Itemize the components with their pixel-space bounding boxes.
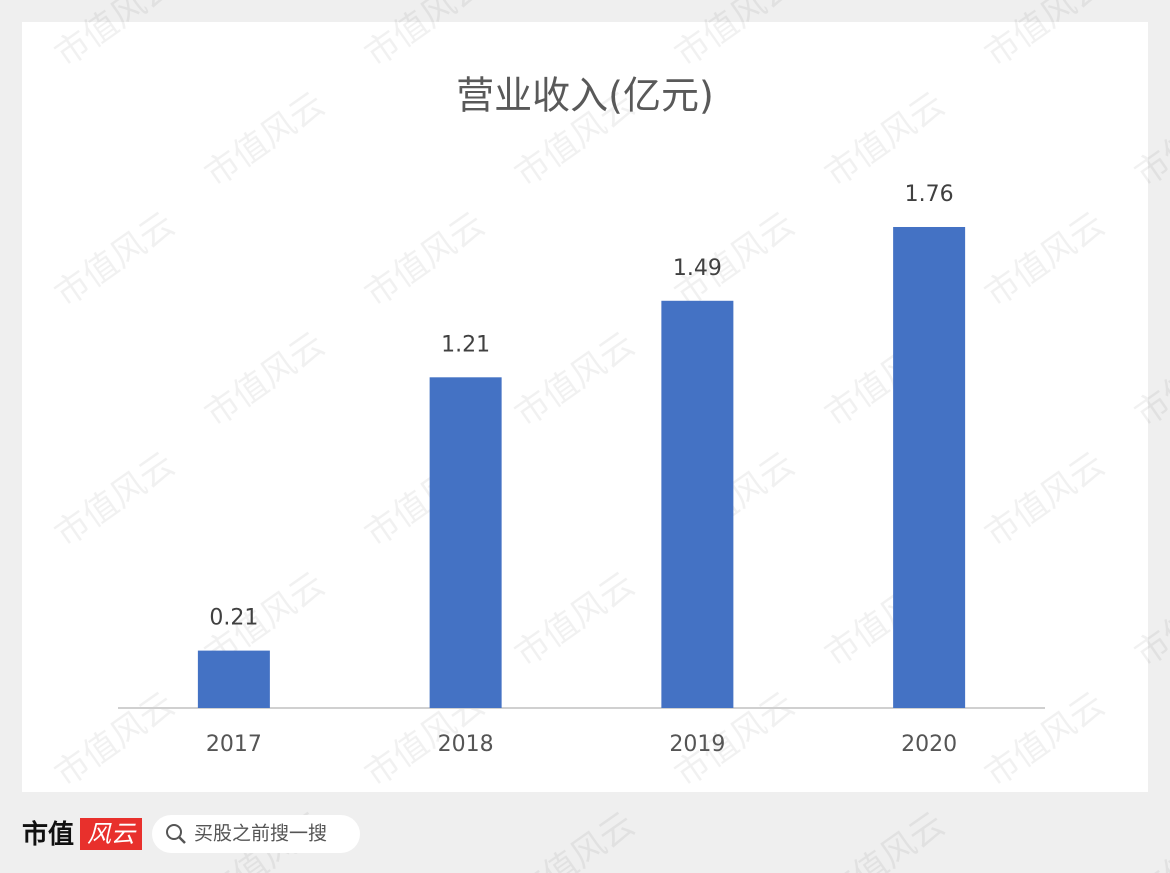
x-tick-label: 2019 xyxy=(669,732,725,757)
value-label: 1.76 xyxy=(905,182,954,207)
watermark: 市值风云 xyxy=(1128,804,1170,873)
chart-title: 营业收入(亿元) xyxy=(456,74,714,118)
watermark: 市值风云 xyxy=(508,804,642,873)
bar xyxy=(197,650,270,708)
watermark: 市值风云 xyxy=(818,804,952,873)
x-tick-label: 2017 xyxy=(206,732,262,757)
value-label: 0.21 xyxy=(209,606,258,631)
x-tick-label: 2018 xyxy=(438,732,494,757)
x-tick-label: 2020 xyxy=(901,732,957,757)
search-icon-handle xyxy=(178,836,186,844)
bar xyxy=(893,226,966,708)
bar xyxy=(429,377,502,708)
search-box[interactable] xyxy=(152,815,360,853)
search-placeholder[interactable]: 买股之前搜一搜 xyxy=(194,823,327,845)
search-icon xyxy=(166,824,182,840)
brand-mark: 风云 xyxy=(87,820,137,848)
value-label: 1.21 xyxy=(441,332,490,357)
bar xyxy=(661,300,734,708)
value-label: 1.49 xyxy=(673,256,722,281)
brand: 市值 xyxy=(22,819,74,850)
brand-mark-bg xyxy=(80,818,142,850)
